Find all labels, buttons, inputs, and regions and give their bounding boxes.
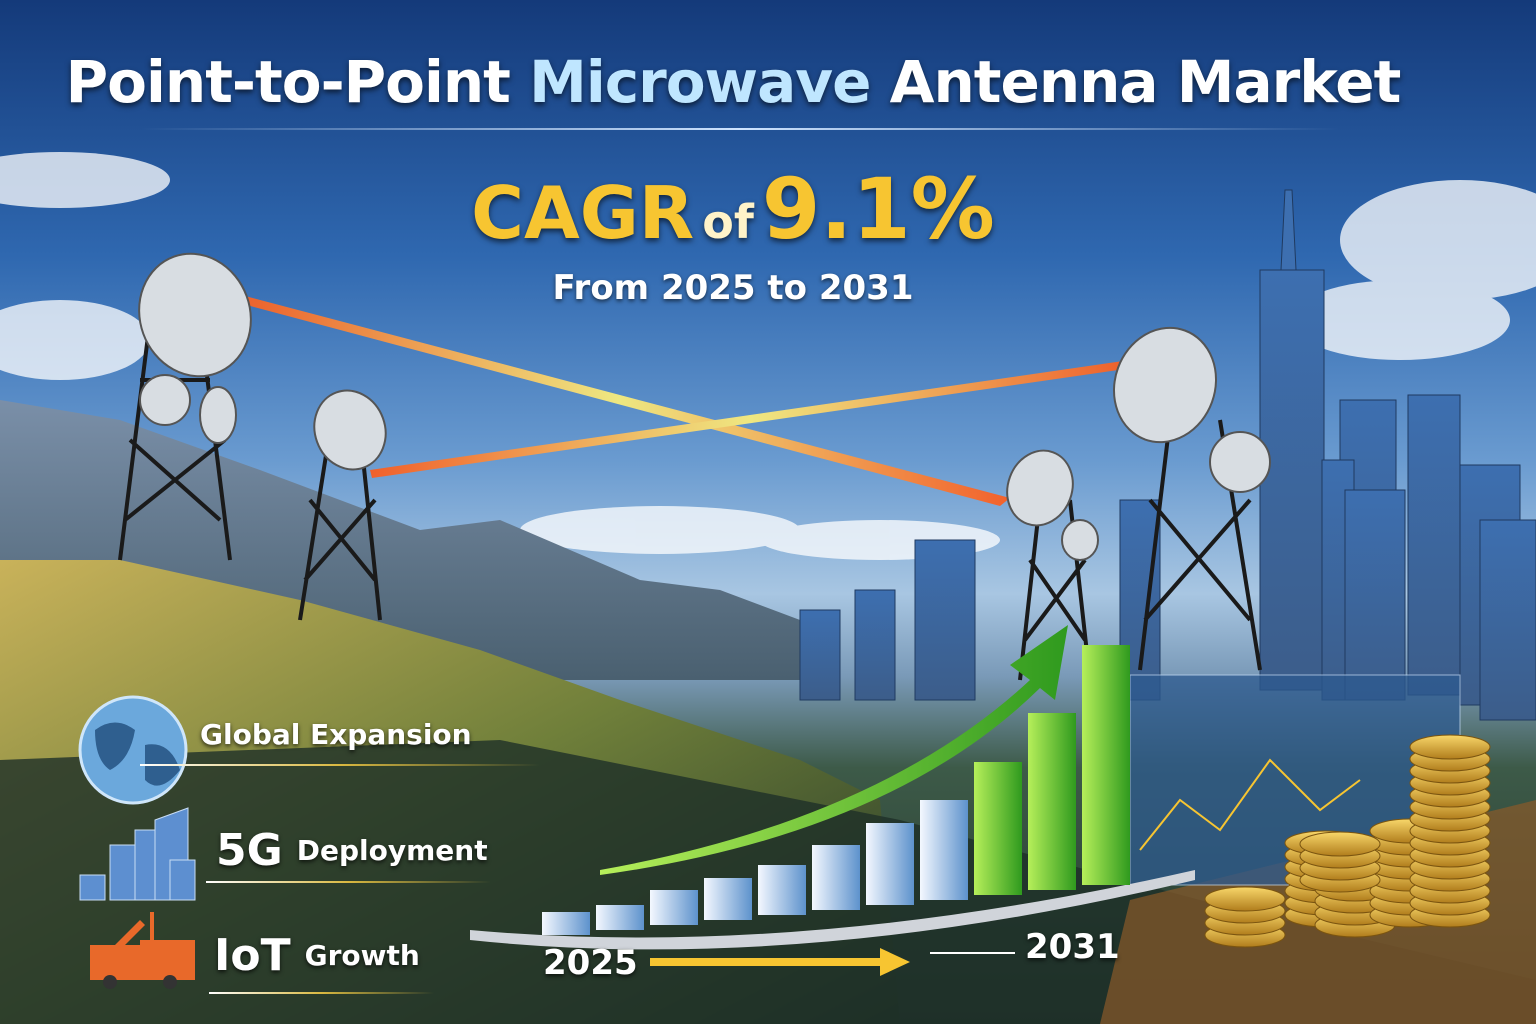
growth-bar <box>758 865 806 915</box>
feature-iot-growth: IoT Growth <box>209 930 434 994</box>
gold-coin <box>1299 831 1381 857</box>
period-subtitle: From 2025 to 2031 <box>552 268 914 308</box>
growth-bar <box>974 762 1022 895</box>
growth-bar <box>704 878 752 920</box>
growth-bar <box>812 845 860 910</box>
growth-bar <box>1028 713 1076 890</box>
industrial-truck-icon <box>90 912 195 989</box>
timeline-arrow <box>650 948 910 976</box>
gold-coin <box>1409 734 1491 760</box>
dish-antennas <box>138 252 1271 561</box>
growth-bar <box>596 905 644 930</box>
feature-global-expansion: Global Expansion <box>140 718 540 766</box>
cagr-value: 9.1% <box>761 160 995 258</box>
cagr-headline: CAGR of9.1% <box>471 160 995 258</box>
start-year: 2025 <box>543 943 638 983</box>
gold-coin <box>1204 886 1286 912</box>
growth-bar <box>1082 645 1130 885</box>
page-title: Point-to-Point Microwave Antenna Market <box>65 48 1402 116</box>
globe-icon <box>78 695 188 805</box>
chart-base <box>470 870 1195 950</box>
city-skyline <box>799 189 1536 721</box>
growth-bar <box>866 823 914 905</box>
end-year: 2031 <box>1025 927 1120 967</box>
buildings-icon <box>79 807 196 901</box>
title-divider <box>140 128 1340 130</box>
growth-bar <box>542 912 590 935</box>
microwave-beams <box>228 292 1132 506</box>
feature-5g-deployment: 5G Deployment <box>206 825 491 883</box>
growth-bar <box>920 800 968 900</box>
growth-bar <box>650 890 698 925</box>
